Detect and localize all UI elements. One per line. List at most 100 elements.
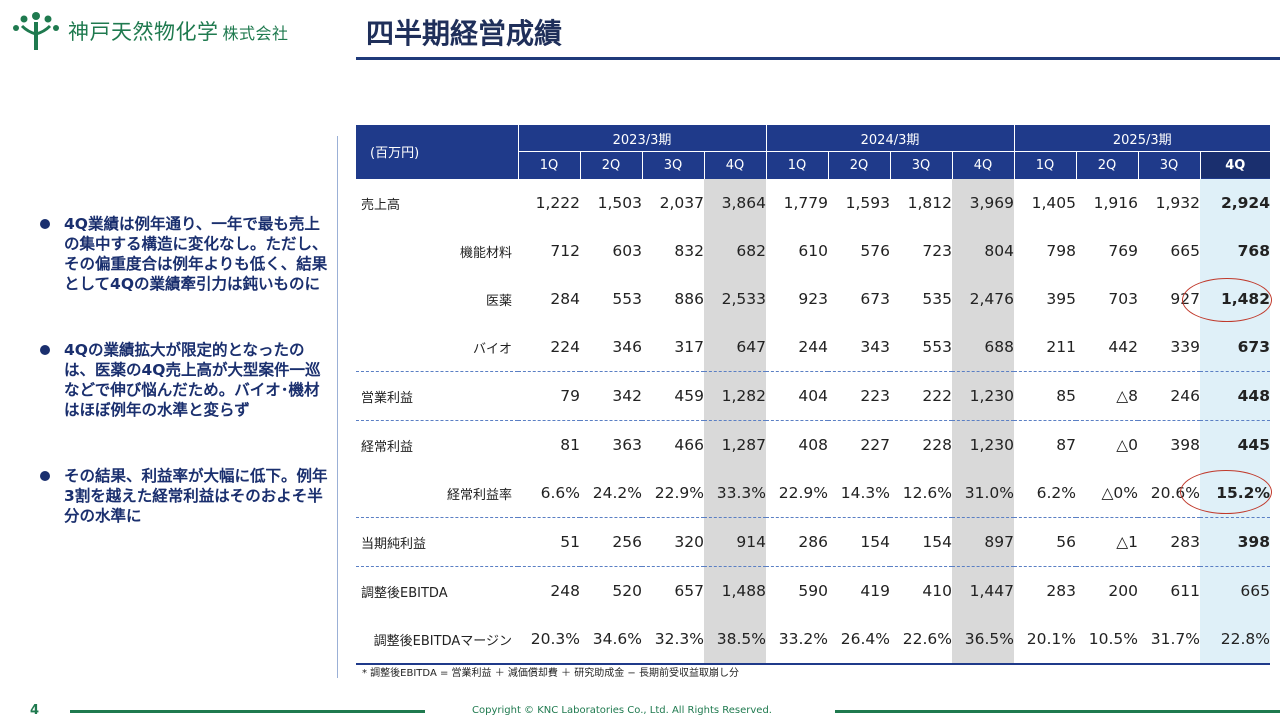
table-cell: 31.7% [1138, 615, 1200, 665]
table-cell: 2,037 [642, 178, 704, 227]
table-row: バイオ 224 346 317 647 244 343 553 688 211 442 339 673 [356, 323, 1270, 372]
table-cell: △1 [1076, 517, 1138, 567]
table-cell: 284 [550, 290, 580, 308]
divider-line [337, 136, 338, 678]
table-cell: 31.0% [952, 469, 1014, 518]
table-cell: 398 [1138, 420, 1200, 469]
table-cell: 244 [798, 338, 828, 356]
table-cell: 20.3% [518, 615, 580, 665]
row-label: 経常利益 [356, 420, 518, 469]
row-label: 医薬 [485, 293, 512, 309]
table-cell: 688 [952, 323, 1014, 372]
table-cell: 886 [674, 290, 704, 308]
table-cell: 448 [1200, 371, 1270, 421]
table-cell: 36.5% [952, 615, 1014, 665]
table-cell: 395 [1046, 290, 1076, 308]
bullet-list: 4Q業績は例年通り、一年で最も売上の集中する構造に変化なし。ただし、その偏重度合… [40, 214, 330, 572]
table-cell: 256 [580, 517, 642, 567]
row-label: 売上高 [356, 178, 518, 227]
table-cell: 466 [642, 420, 704, 469]
unit-header: (百万円) [356, 125, 518, 179]
table-cell: 914 [704, 517, 766, 567]
table-cell: 410 [890, 566, 952, 615]
year-header: 2024/3期 [765, 125, 1014, 152]
table-cell: 56 [1014, 517, 1076, 567]
bullet-dot-icon [40, 345, 50, 355]
table-cell: 1,916 [1076, 178, 1138, 227]
financial-table: (百万円) 2023/3期 2024/3期 2025/3期 1Q 2Q 3Q 4… [356, 125, 1270, 665]
footnote: * 調整後EBITDA = 営業利益 ＋ 減価償却費 ＋ 研究助成金 − 長期前… [362, 668, 739, 679]
bullet-item: 4Q業績は例年通り、一年で最も売上の集中する構造に変化なし。ただし、その偏重度合… [40, 214, 330, 294]
quarter-header: 4Q [703, 151, 766, 179]
table-cell: 3,864 [704, 178, 766, 227]
table-cell: 832 [674, 242, 704, 260]
company-logo-mark-icon [13, 12, 59, 50]
bullet-item: 4Qの業績拡大が限定的となったのは、医薬の4Q売上高が大型案件一巡などで伸び悩ん… [40, 340, 330, 420]
quarter-header: 2Q [827, 151, 890, 179]
table-cell: 87 [1014, 420, 1076, 469]
table-row: 調整後EBITDA 248 520 657 1,488 590 419 410 1,447 283… [356, 566, 1270, 615]
table-cell: 520 [580, 566, 642, 615]
table-cell: 442 [1108, 338, 1138, 356]
table-row: 調整後EBITDAマージン 20.3% 34.6% 32.3% 38.5% 33.2% 26… [356, 615, 1270, 665]
table-cell: 535 [922, 290, 952, 308]
table-cell: 22.8% [1200, 615, 1270, 665]
table-cell: 222 [890, 371, 952, 421]
table-cell: 768 [1200, 227, 1270, 275]
quarter-header: 1Q [765, 151, 828, 179]
row-label: 機能材料 [459, 245, 512, 261]
quarter-header: 1Q [517, 151, 580, 179]
quarter-header: 1Q [1013, 151, 1076, 179]
table-cell: 33.3% [704, 469, 766, 518]
quarter-header-current: 4Q [1199, 151, 1270, 179]
table-cell: 343 [860, 338, 890, 356]
highlight-circle [1180, 470, 1272, 514]
table-row: 売上高 1,222 1,503 2,037 3,864 1,779 1,593 1,812 3,… [356, 178, 1270, 227]
table-cell: 283 [1014, 566, 1076, 615]
row-label: バイオ [472, 341, 512, 357]
row-label: 調整後EBITDA [356, 566, 518, 615]
table-cell: 1,503 [580, 178, 642, 227]
quarter-header: 3Q [1137, 151, 1200, 179]
table-cell: △8 [1076, 371, 1138, 421]
table-cell: 1,222 [518, 178, 580, 227]
table-cell: 12.6% [902, 484, 952, 502]
copyright: Copyright © KNC Laboratories Co., Ltd. A… [472, 705, 772, 716]
table-cell: 665 [1200, 566, 1270, 615]
page-title: 四半期経営成績 [366, 17, 563, 50]
table-cell: 673 [860, 290, 890, 308]
table-cell: 22.9% [778, 484, 828, 502]
table-cell: 317 [674, 338, 704, 356]
table-cell: 2,476 [952, 275, 1014, 323]
quarter-header: 2Q [579, 151, 642, 179]
table-row: 営業利益 79 342 459 1,282 404 223 222 1,230 85 △8 246 44… [356, 371, 1270, 421]
table-cell: 38.5% [704, 615, 766, 665]
table-cell: 320 [642, 517, 704, 567]
table-cell: 85 [1014, 371, 1076, 421]
table-cell: 576 [860, 242, 890, 260]
table-cell: 346 [612, 338, 642, 356]
table-cell: 2,924 [1200, 178, 1270, 227]
table-cell: 283 [1138, 517, 1200, 567]
table-cell: 419 [828, 566, 890, 615]
table-cell: 590 [766, 566, 828, 615]
table-cell: 22.9% [654, 484, 704, 502]
table-cell: 1,593 [828, 178, 890, 227]
table-cell: 22.6% [890, 615, 952, 665]
table-cell: 553 [922, 338, 952, 356]
table-cell: 445 [1200, 420, 1270, 469]
table-cell: 79 [518, 371, 580, 421]
footer-rule-right [835, 710, 1280, 713]
table-cell: 553 [612, 290, 642, 308]
table-cell: 408 [766, 420, 828, 469]
table-cell: 81 [518, 420, 580, 469]
page-number: 4 [30, 703, 40, 718]
table-cell: 10.5% [1076, 615, 1138, 665]
table-cell: 723 [922, 242, 952, 260]
table-cell: 3,969 [952, 178, 1014, 227]
bullet-item: その結果、利益率が大幅に低下。例年3割を越えた経常利益はそのおよそ半分の水準に [40, 466, 330, 526]
table-cell: 712 [550, 242, 580, 260]
quarter-header: 3Q [641, 151, 704, 179]
table-cell: 154 [890, 517, 952, 567]
table-cell: 404 [766, 371, 828, 421]
